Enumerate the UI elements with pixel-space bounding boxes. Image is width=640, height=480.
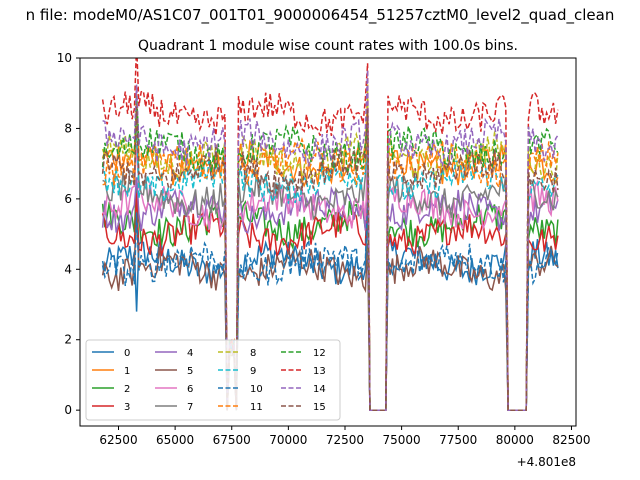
series-line-3 <box>101 185 559 411</box>
series-line-4 <box>101 153 559 411</box>
legend-label-11: 11 <box>250 402 263 413</box>
legend-label-0: 0 <box>124 348 130 359</box>
series-line-13 <box>101 58 559 411</box>
y-tick-label: 10 <box>57 51 72 65</box>
legend-label-4: 4 <box>187 348 193 359</box>
legend-label-3: 3 <box>124 402 130 413</box>
series-line-15 <box>101 106 559 411</box>
y-tick-label: 8 <box>64 121 72 135</box>
legend-label-8: 8 <box>250 348 256 359</box>
legend-label-12: 12 <box>313 348 326 359</box>
x-tick-label: 67500 <box>213 433 251 447</box>
x-tick-label: 80000 <box>496 433 534 447</box>
legend-label-9: 9 <box>250 366 256 377</box>
x-tick-label: 75000 <box>383 433 421 447</box>
legend-label-5: 5 <box>187 366 193 377</box>
x-tick-label: 77500 <box>439 433 477 447</box>
legend-label-10: 10 <box>250 384 263 395</box>
series-line-14 <box>102 69 559 411</box>
legend-label-14: 14 <box>313 384 326 395</box>
series-line-12 <box>101 95 559 411</box>
x-tick-label: 82500 <box>552 433 590 447</box>
y-tick-label: 6 <box>64 192 72 206</box>
x-tick-label: 70000 <box>269 433 307 447</box>
chart-title: Quadrant 1 module wise count rates with … <box>138 38 518 54</box>
series-line-7 <box>102 113 559 411</box>
series-line-10 <box>101 202 559 411</box>
legend-label-13: 13 <box>313 366 326 377</box>
figure-suptitle: n file: modeM0/AS1C07_001T01_9000006454_… <box>25 6 615 24</box>
legend-label-6: 6 <box>187 384 193 395</box>
legend-box <box>85 339 341 421</box>
y-tick-label: 4 <box>64 262 72 276</box>
y-tick-label: 2 <box>64 333 72 347</box>
axes-frame <box>79 57 577 427</box>
legend-label-7: 7 <box>187 402 193 413</box>
x-tick-label: 62500 <box>99 433 137 447</box>
legend-label-15: 15 <box>313 402 326 413</box>
legend-label-2: 2 <box>124 384 130 395</box>
y-axis: 0 2 4 6 8 10 <box>57 51 80 417</box>
x-axis: 62500 65000 67500 70000 72500 75000 77500 80000… <box>99 426 591 447</box>
y-tick-label: 0 <box>64 403 72 417</box>
x-offset-label: +4.801e8 <box>517 455 576 469</box>
x-tick-label: 72500 <box>326 433 364 447</box>
legend-label-1: 1 <box>124 366 130 377</box>
x-tick-label: 65000 <box>156 433 194 447</box>
